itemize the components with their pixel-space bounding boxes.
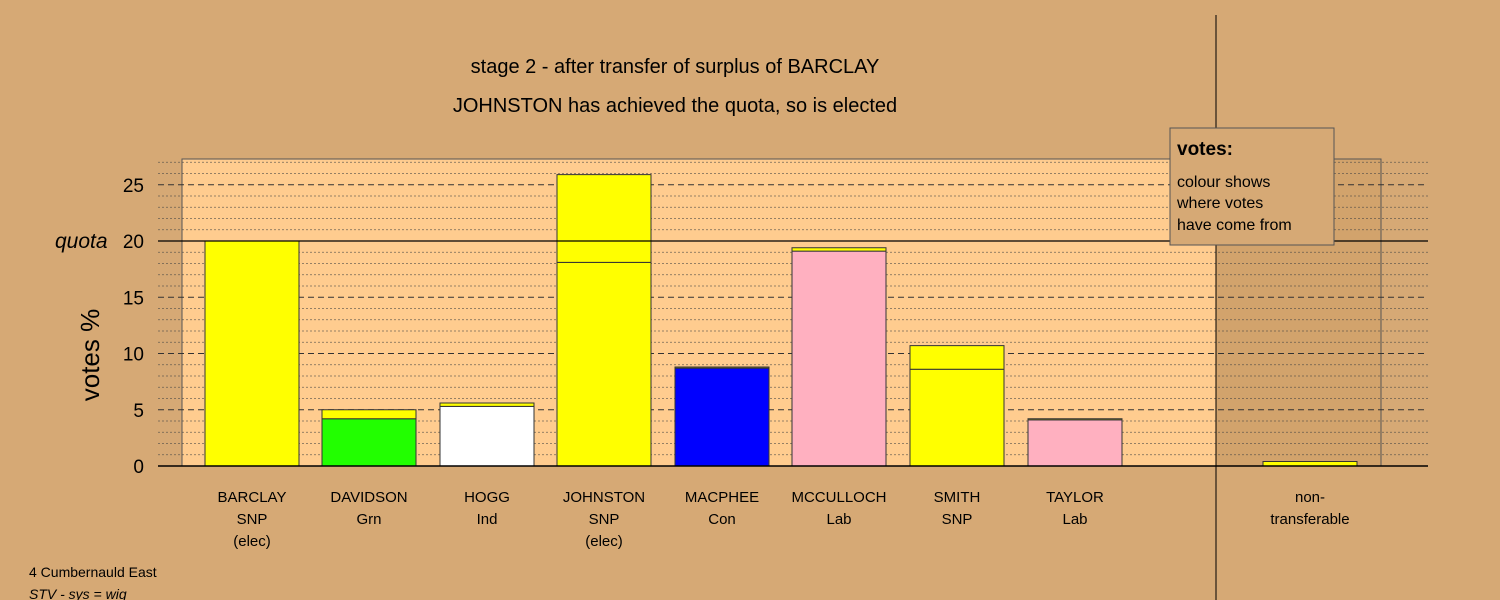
y-axis-label: votes % bbox=[75, 309, 105, 402]
y-tick-label: 0 bbox=[133, 457, 144, 478]
category-label-non-transferable: transferable bbox=[1270, 511, 1349, 528]
y-tick-label: 5 bbox=[133, 401, 144, 422]
bar-davidson-segment-1 bbox=[321, 418, 417, 467]
bar-mcculloch-segment-1 bbox=[791, 250, 887, 467]
y-tick-label: 10 bbox=[123, 345, 144, 366]
category-label-smith: SMITH bbox=[934, 489, 981, 506]
category-label-barclay: SNP bbox=[237, 511, 268, 528]
category-label-johnston: SNP bbox=[589, 511, 620, 528]
bar-taylor-segment-2 bbox=[1027, 418, 1123, 421]
category-label-johnston: (elec) bbox=[585, 533, 623, 550]
bar-mcculloch-segment-2 bbox=[791, 247, 887, 252]
category-label-hogg: Ind bbox=[477, 511, 498, 528]
footer-system: STV - sys = wig bbox=[29, 586, 127, 600]
bar-davidson-segment-2 bbox=[321, 409, 417, 420]
category-label-davidson: Grn bbox=[356, 511, 381, 528]
legend: votes: colour shows where votes have com… bbox=[1169, 127, 1335, 246]
category-label-mcculloch: Lab bbox=[826, 511, 851, 528]
category-label-macphee: Con bbox=[708, 511, 736, 528]
legend-line-2: where votes bbox=[1176, 195, 1263, 212]
bar-macphee-segment-2 bbox=[674, 366, 770, 369]
footer-ward: 4 Cumbernauld East bbox=[29, 564, 157, 580]
chart-title: stage 2 - after transfer of surplus of B… bbox=[471, 56, 880, 78]
category-label-johnston: JOHNSTON bbox=[563, 489, 645, 506]
quota-label: quota bbox=[55, 230, 108, 253]
legend-box bbox=[1169, 127, 1335, 246]
y-tick-label: 15 bbox=[123, 288, 144, 309]
category-label-mcculloch: MCCULLOCH bbox=[791, 489, 886, 506]
bar-barclay-segment-1 bbox=[204, 240, 300, 467]
bar-macphee-segment-1 bbox=[674, 367, 770, 467]
legend-line-1: colour shows bbox=[1177, 174, 1270, 191]
category-label-smith: SNP bbox=[942, 511, 973, 528]
category-label-barclay: BARCLAY bbox=[218, 489, 287, 506]
category-label-macphee: MACPHEE bbox=[685, 489, 759, 506]
legend-title: votes: bbox=[1177, 139, 1233, 160]
bar-smith-segment-1 bbox=[909, 368, 1005, 467]
chart-subtitle: JOHNSTON has achieved the quota, so is e… bbox=[453, 95, 897, 117]
y-tick-label: 25 bbox=[123, 176, 144, 197]
bar-hogg-segment-1 bbox=[439, 405, 535, 467]
legend-line-3: have come from bbox=[1177, 217, 1292, 234]
category-label-davidson: DAVIDSON bbox=[330, 489, 407, 506]
bar-smith-segment-2 bbox=[909, 345, 1005, 370]
category-label-taylor: Lab bbox=[1062, 511, 1087, 528]
bar-johnston-segment-1 bbox=[556, 261, 652, 467]
category-label-barclay: (elec) bbox=[233, 533, 271, 550]
category-label-hogg: HOGG bbox=[464, 489, 510, 506]
category-label-non-transferable: non- bbox=[1295, 489, 1325, 506]
bar-hogg-segment-2 bbox=[439, 402, 535, 407]
category-label-taylor: TAYLOR bbox=[1046, 489, 1104, 506]
bar-johnston-segment-2 bbox=[556, 174, 652, 263]
y-tick-label: 20 bbox=[123, 232, 144, 253]
bar-taylor-segment-1 bbox=[1027, 419, 1123, 467]
